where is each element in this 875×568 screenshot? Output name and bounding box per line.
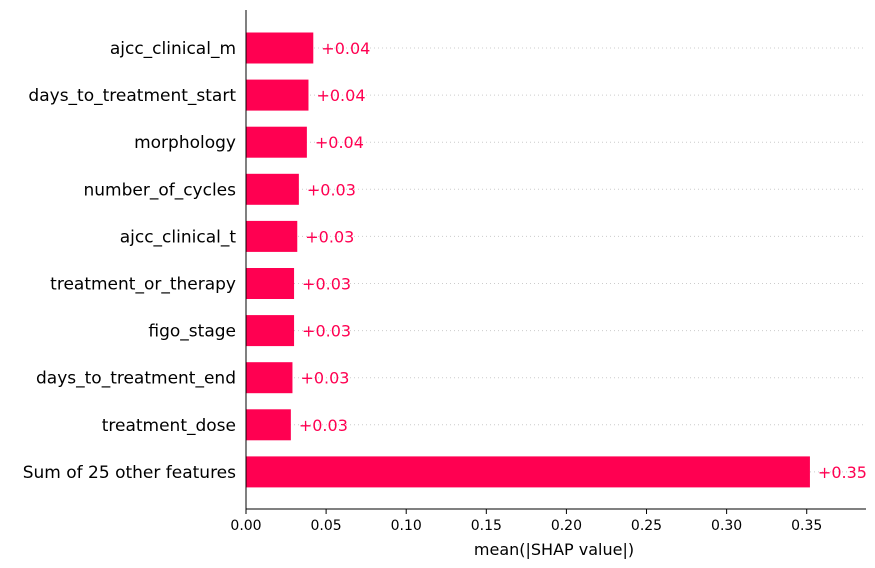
- bar: [246, 126, 307, 158]
- category-label: number_of_cycles: [83, 180, 236, 200]
- value-label: +0.04: [316, 86, 365, 105]
- category-label: days_to_treatment_start: [28, 86, 236, 106]
- bars-group: [246, 32, 810, 488]
- x-tick-label: 0.20: [551, 518, 582, 534]
- bar: [246, 32, 314, 64]
- category-label: days_to_treatment_end: [36, 369, 236, 389]
- value-label: +0.03: [300, 369, 349, 388]
- value-label: +0.03: [302, 322, 351, 341]
- x-tick-label: 0.35: [791, 518, 822, 534]
- x-tick-label: 0.00: [230, 518, 261, 534]
- bar: [246, 220, 298, 252]
- x-tick-label: 0.15: [471, 518, 502, 534]
- value-label: +0.03: [307, 180, 356, 199]
- value-label: +0.04: [315, 133, 364, 152]
- value-labels: +0.04 +0.04 +0.04 +0.03 +0.03 +0.03 +0.03 +0.03…: [299, 39, 867, 482]
- bar: [246, 173, 299, 205]
- category-label: ajcc_clinical_t: [120, 227, 237, 247]
- value-label: +0.03: [299, 416, 348, 435]
- value-label: +0.35: [818, 463, 867, 482]
- x-ticks: 0.00 0.05 0.10 0.15 0.20 0.25 0.30 0.35: [230, 509, 822, 534]
- row-guide-lines: [246, 47, 866, 473]
- category-label: treatment_or_therapy: [50, 275, 236, 295]
- x-tick-label: 0.30: [711, 518, 742, 534]
- category-labels: ajcc_clinical_m days_to_treatment_startmo…: [23, 39, 237, 483]
- bar: [246, 362, 293, 394]
- category-label: ajcc_clinical_m: [110, 39, 236, 59]
- bar: [246, 456, 810, 488]
- x-tick-label: 0.25: [631, 518, 662, 534]
- x-axis-title: mean(|SHAP value|): [474, 540, 634, 559]
- category-label: Sum of 25 other features: [23, 463, 236, 483]
- category-label: morphology: [134, 133, 236, 153]
- category-label: figo_stage: [148, 322, 236, 342]
- value-label: +0.04: [321, 39, 370, 58]
- bar: [246, 315, 295, 347]
- x-tick-label: 0.10: [391, 518, 422, 534]
- bar: [246, 79, 309, 111]
- value-label: +0.03: [305, 227, 354, 246]
- value-label: +0.03: [302, 275, 351, 294]
- bar: [246, 268, 295, 299]
- category-label: treatment_dose: [102, 416, 236, 436]
- bar: [246, 409, 291, 441]
- x-tick-label: 0.05: [311, 518, 342, 534]
